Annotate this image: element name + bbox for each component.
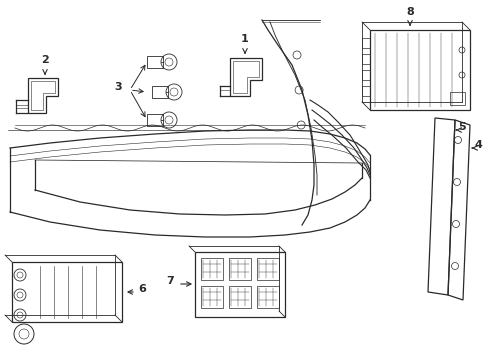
Text: 2: 2	[41, 55, 49, 65]
Text: 5: 5	[458, 122, 466, 132]
Text: 8: 8	[406, 7, 414, 17]
Text: 3: 3	[114, 82, 122, 92]
Text: 6: 6	[138, 284, 146, 294]
Text: 7: 7	[166, 276, 174, 286]
Text: 1: 1	[241, 34, 249, 44]
Text: 4: 4	[474, 140, 482, 150]
